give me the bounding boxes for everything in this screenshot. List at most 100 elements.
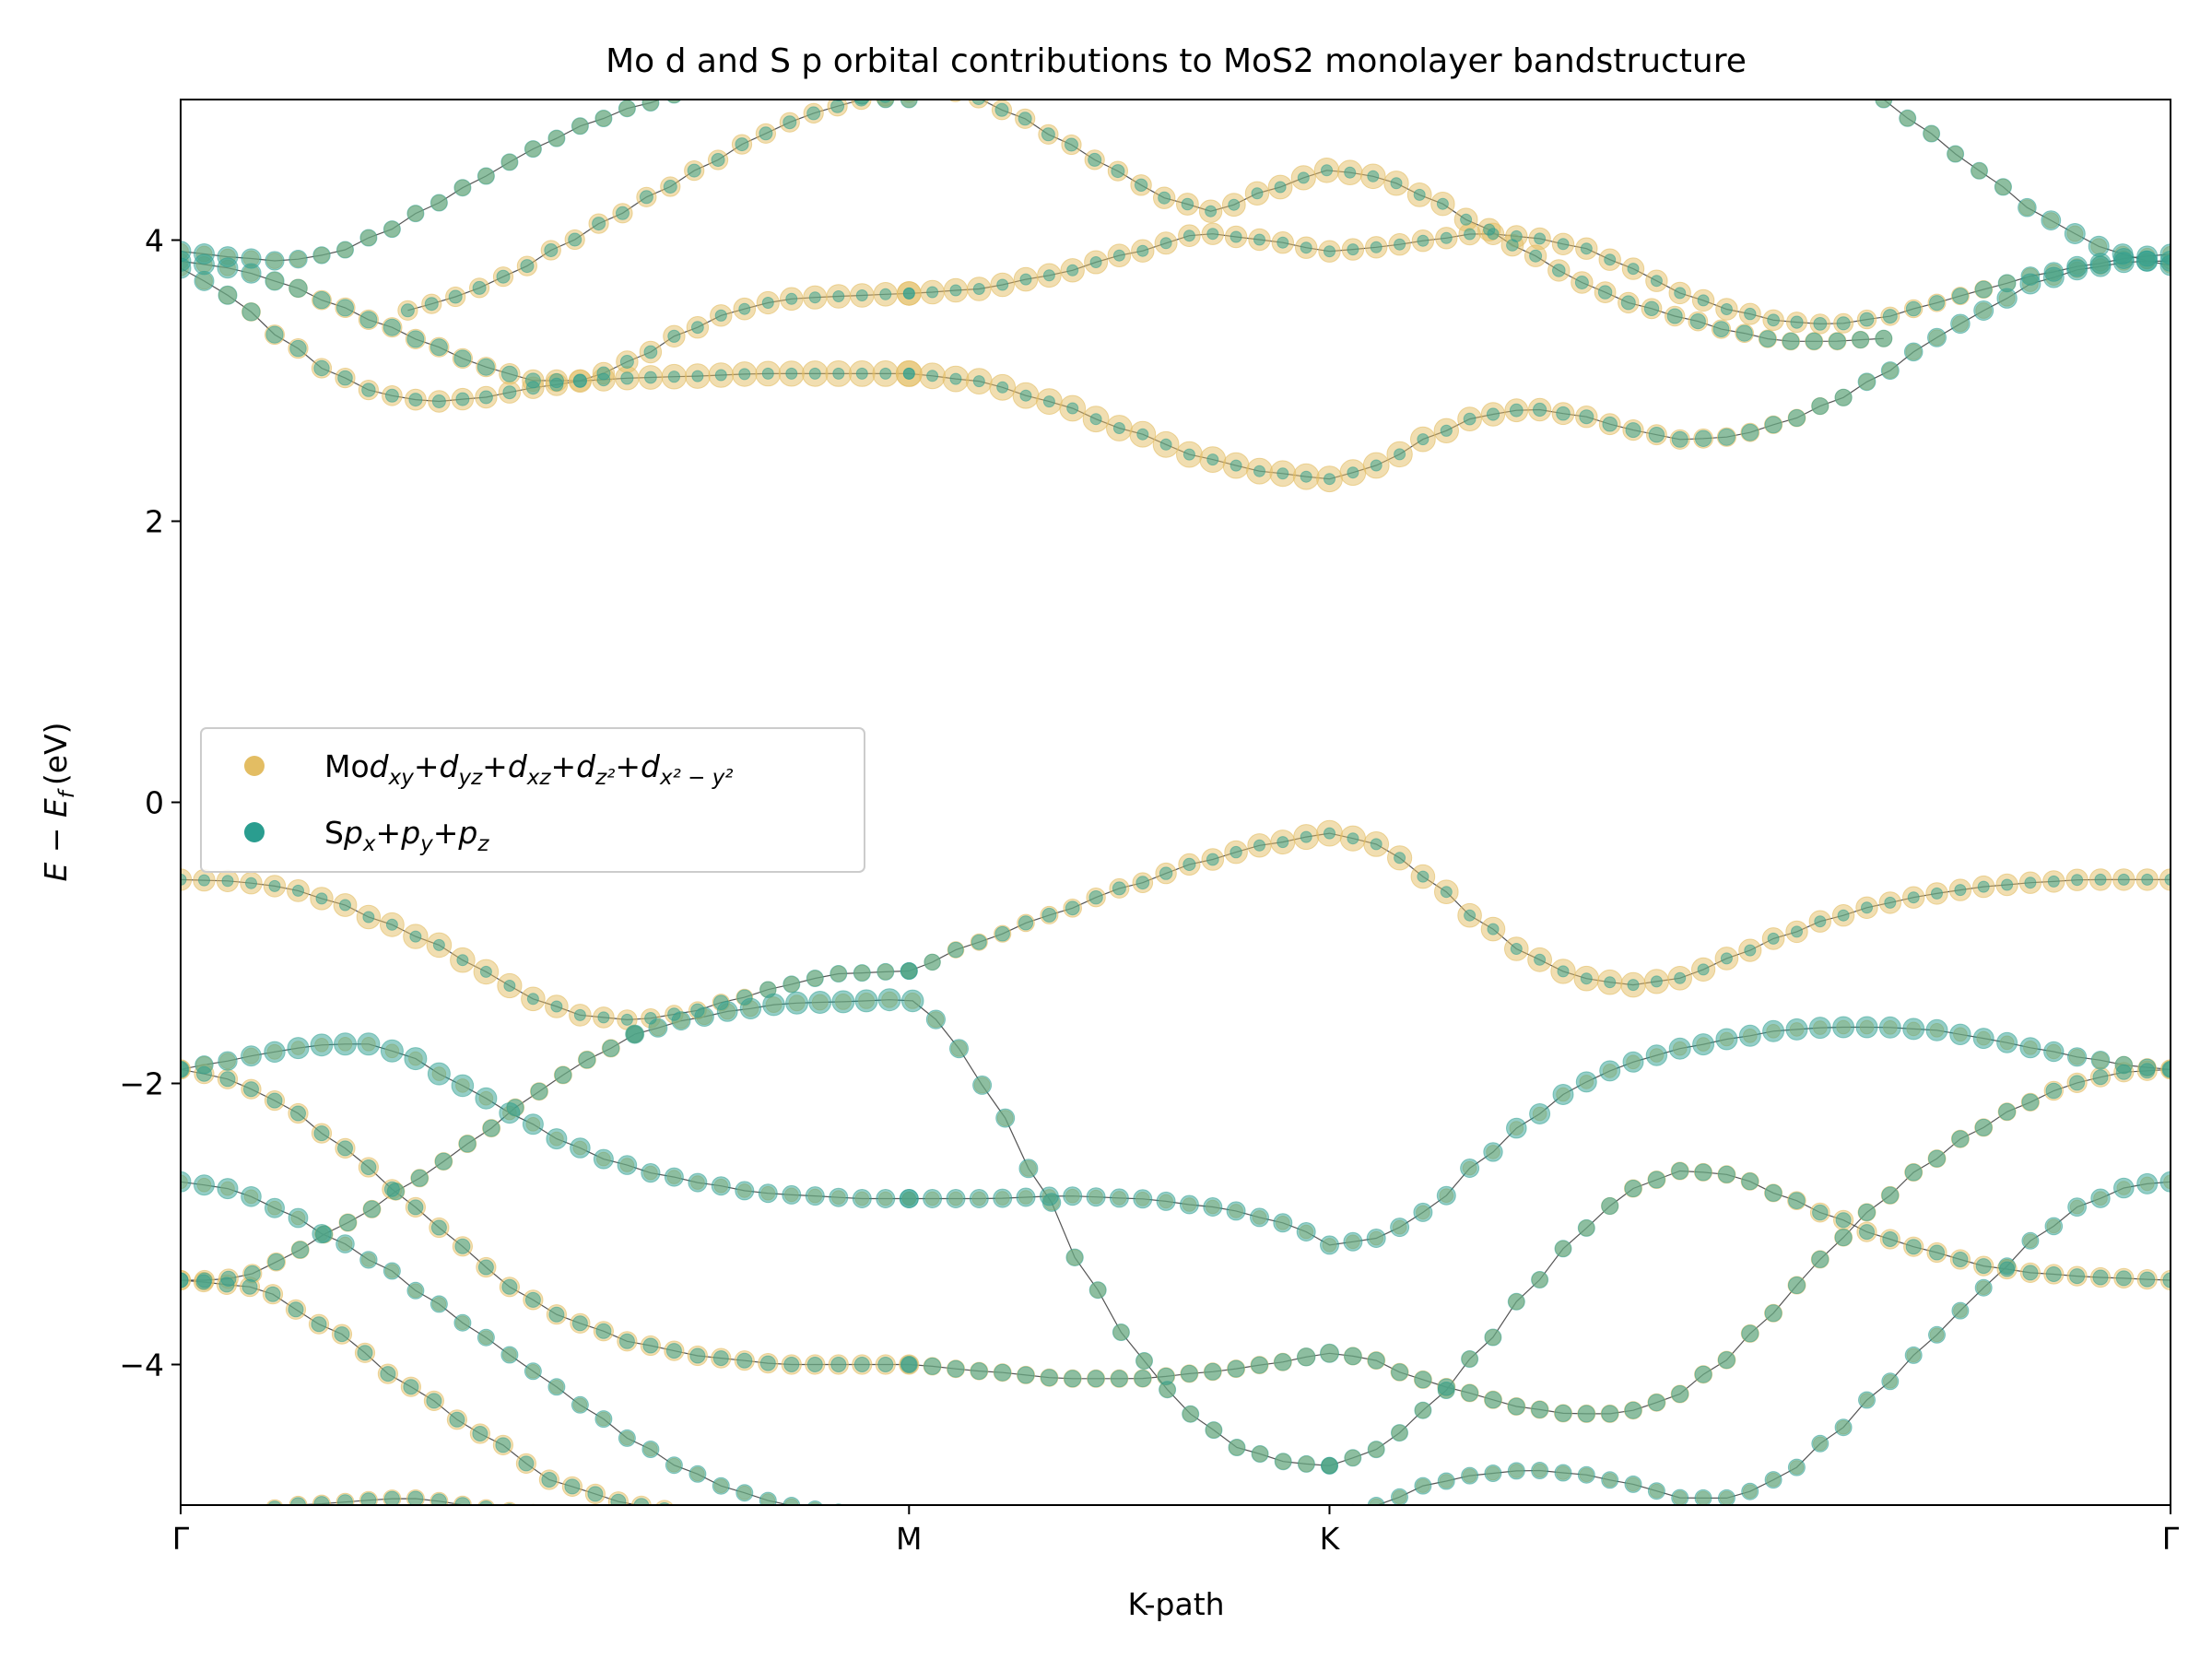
s-point <box>1414 1401 1432 1419</box>
s-point <box>1692 1033 1715 1056</box>
s-point <box>1881 1186 1900 1205</box>
s-point <box>1134 178 1148 193</box>
s-point <box>1878 1016 1901 1039</box>
s-point <box>1507 1292 1525 1311</box>
s-point <box>1811 1250 1830 1268</box>
s-point <box>1697 963 1710 976</box>
s-point <box>243 1081 259 1098</box>
s-point <box>1135 876 1150 890</box>
s-point <box>524 1362 542 1381</box>
s-point <box>1461 1466 1479 1485</box>
s-point <box>1998 1257 2017 1276</box>
s-point <box>594 110 613 127</box>
s-point <box>1463 412 1477 426</box>
s-point <box>1417 234 1430 247</box>
s-point <box>1110 1370 1128 1388</box>
s-point <box>2047 875 2060 888</box>
s-point <box>1159 438 1172 451</box>
s-point <box>181 873 187 886</box>
s-point <box>409 930 422 943</box>
s-point <box>877 1357 894 1372</box>
s-point <box>925 1009 947 1030</box>
s-point <box>313 1125 330 1142</box>
s-point <box>384 388 399 403</box>
s-point <box>2139 1271 2156 1288</box>
s-point <box>477 1259 494 1276</box>
s-point <box>946 1189 966 1208</box>
s-point <box>808 991 832 1014</box>
s-point <box>667 1007 681 1021</box>
s-point <box>432 938 445 951</box>
s-point <box>1182 1405 1200 1423</box>
s-point <box>1436 1185 1456 1206</box>
s-point <box>1157 1367 1175 1385</box>
legend-box <box>200 727 865 873</box>
s-point <box>1648 427 1665 443</box>
s-point <box>1531 1271 1549 1288</box>
s-point <box>2069 1268 2086 1285</box>
s-point <box>334 1326 350 1343</box>
y-tick-label: 4 <box>145 223 164 259</box>
s-point <box>1136 244 1149 257</box>
s-point <box>712 1350 729 1367</box>
s-point <box>2090 1051 2111 1070</box>
s-point <box>363 1200 381 1218</box>
s-point <box>785 367 798 380</box>
s-point <box>1601 1197 1619 1215</box>
s-point <box>782 975 801 994</box>
s-point <box>1971 161 1988 180</box>
s-point <box>1852 331 1870 349</box>
s-point <box>1674 971 1687 984</box>
s-point <box>1277 236 1289 249</box>
s-point <box>1741 1482 1759 1500</box>
s-point <box>267 1500 282 1505</box>
s-point <box>596 366 611 381</box>
s-point <box>1929 295 1945 312</box>
s-point <box>618 100 636 118</box>
s-point <box>1575 1071 1597 1093</box>
s-point <box>357 1345 373 1361</box>
s-point <box>1156 1191 1176 1211</box>
s-point <box>1557 965 1570 978</box>
s-point <box>1694 1163 1712 1182</box>
s-point <box>407 1199 424 1216</box>
s-point <box>530 1082 548 1100</box>
s-point <box>2136 250 2158 272</box>
s-point <box>1712 321 1730 338</box>
s-point <box>1904 1163 1923 1182</box>
s-point <box>2092 1069 2109 1086</box>
s-point <box>181 1060 190 1078</box>
s-point <box>220 1270 237 1288</box>
s-point <box>616 206 629 220</box>
s-point <box>1805 332 1823 350</box>
s-point <box>664 1167 684 1187</box>
s-point <box>1370 241 1382 253</box>
s-point <box>1347 243 1359 256</box>
s-point <box>1041 907 1057 923</box>
s-point <box>1625 422 1641 439</box>
s-point <box>1785 1018 1808 1041</box>
s-point <box>571 117 589 135</box>
s-point <box>241 302 261 322</box>
s-point <box>972 375 985 388</box>
s-point <box>289 339 307 358</box>
s-point <box>806 1357 823 1372</box>
s-point <box>1344 166 1357 179</box>
s-point <box>1899 109 1917 127</box>
s-point <box>554 1065 572 1084</box>
s-point <box>1858 1203 1876 1221</box>
s-point <box>995 1108 1016 1128</box>
s-point <box>2069 1075 2086 1091</box>
s-point <box>1134 1370 1152 1388</box>
s-point <box>996 381 1009 394</box>
s-point <box>1484 1391 1502 1409</box>
s-point <box>1436 197 1449 210</box>
s-point <box>618 1429 636 1447</box>
s-point <box>541 1472 558 1488</box>
s-point <box>1230 230 1242 243</box>
s-point <box>360 1492 377 1505</box>
s-point <box>181 1272 189 1288</box>
band-line <box>407 100 866 312</box>
s-point <box>1230 459 1242 472</box>
